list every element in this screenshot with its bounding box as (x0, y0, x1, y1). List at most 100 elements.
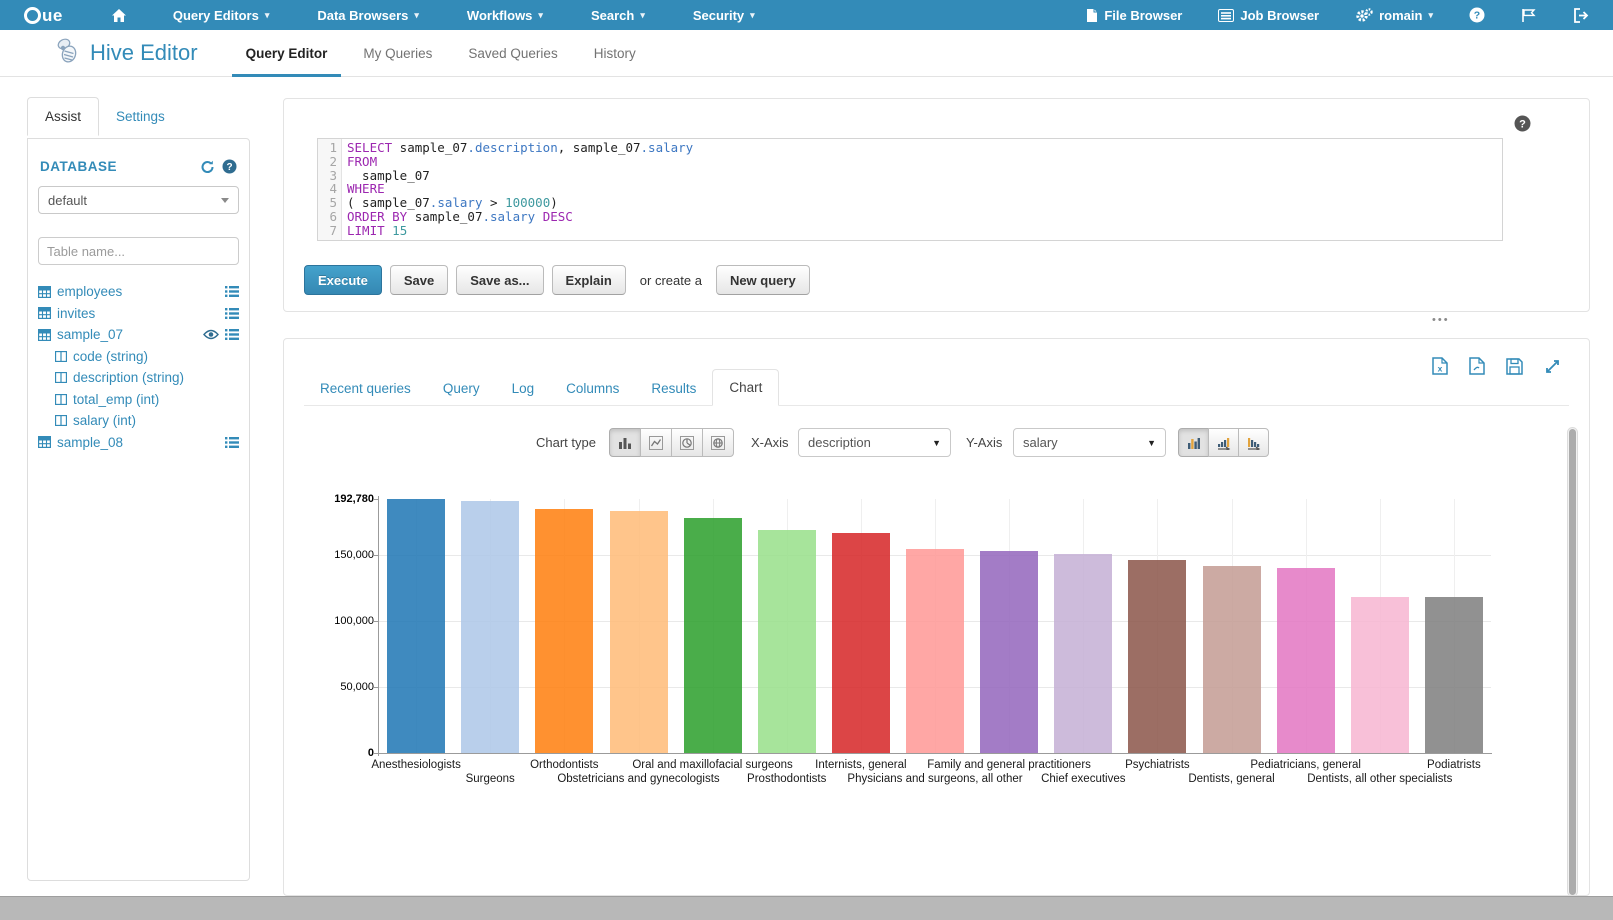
editor-code[interactable]: SELECT sample_07.description, sample_07.… (342, 139, 693, 240)
file-browser-button[interactable]: File Browser (1068, 8, 1200, 23)
app-header: Hive Editor Query Editor My Queries Saved … (0, 30, 1613, 77)
nav-menu-workflows[interactable]: Workflows ▾ (443, 0, 567, 30)
chart-scrollbar-thumb[interactable] (1569, 429, 1576, 895)
table-item-employees[interactable]: employees (38, 281, 239, 303)
editor-help-icon[interactable]: ? (1514, 115, 1531, 137)
bar-chief-executives[interactable] (1054, 553, 1113, 753)
tab-query-editor[interactable]: Query Editor (228, 30, 346, 77)
bar-podiatrists[interactable] (1424, 597, 1483, 753)
file-icon (1086, 8, 1098, 23)
nav-menu-security[interactable]: Security ▾ (669, 0, 779, 30)
bar-prosthodontists[interactable] (757, 529, 816, 753)
bar-oral-and-maxillofacial-surgeons[interactable] (683, 517, 742, 753)
user-name: romain (1379, 7, 1423, 23)
table-item-sample-07[interactable]: sample_07 (38, 324, 239, 346)
nav-menu-query-editors[interactable]: Query Editors ▾ (149, 0, 294, 30)
feedback-button[interactable] (1503, 8, 1555, 23)
bar-obstetricians-and-gynecologists[interactable] (609, 511, 668, 753)
hive-editor-title[interactable]: Hive Editor (55, 37, 198, 69)
job-browser-button[interactable]: Job Browser (1200, 8, 1337, 23)
help-button[interactable]: ? (1451, 7, 1503, 23)
table-icon (38, 285, 51, 298)
y-axis-select[interactable]: salary ▼ (1013, 428, 1166, 457)
refresh-icon[interactable] (200, 160, 215, 174)
home-button[interactable] (89, 8, 149, 23)
bar-psychiatrists[interactable] (1128, 560, 1187, 753)
chart-type-pie-button[interactable] (671, 428, 703, 457)
results-tab-query[interactable]: Query (442, 381, 480, 396)
column-item-code[interactable]: code (string) (38, 346, 239, 368)
column-item-salary[interactable]: salary (int) (38, 410, 239, 432)
chart-type-bars-button[interactable] (609, 428, 641, 457)
bottom-scroll-strip[interactable] (0, 896, 1613, 920)
results-tab-results[interactable]: Results (651, 381, 697, 396)
tab-my-queries[interactable]: My Queries (363, 45, 433, 61)
column-item-total-emp[interactable]: total_emp (int) (38, 389, 239, 411)
execute-button[interactable]: Execute (304, 265, 382, 295)
explain-button[interactable]: Explain (551, 265, 626, 295)
column-item-description[interactable]: description (string) (38, 367, 239, 389)
hue-logo-text: ue (42, 5, 63, 25)
line-number: 1 (329, 140, 337, 155)
sql-token: ORDER BY (347, 208, 408, 224)
table-columns-icon[interactable] (225, 329, 239, 341)
nav-menu-data-browsers[interactable]: Data Browsers ▾ (293, 0, 443, 30)
table-columns-icon[interactable] (225, 307, 239, 319)
bar-physicians-and-surgeons-all-other[interactable] (906, 548, 964, 753)
bar-dentists-general[interactable] (1202, 565, 1261, 753)
sort-none-button[interactable] (1178, 428, 1209, 457)
database-help-icon[interactable]: ? (222, 159, 237, 174)
bar-internists-general[interactable] (831, 532, 890, 753)
bar-surgeons[interactable] (461, 500, 520, 753)
save-as-button[interactable]: Save as... (456, 265, 544, 295)
table-name: sample_07 (57, 327, 124, 343)
user-menu[interactable]: romain ▾ (1337, 8, 1451, 23)
nav-menu-search[interactable]: Search ▾ (567, 0, 669, 30)
bar-dentists-all-other-specialists[interactable] (1350, 596, 1409, 753)
logout-button[interactable] (1555, 7, 1613, 23)
x-category-label: Chief executives (1041, 772, 1126, 785)
database-select[interactable]: default (38, 186, 239, 214)
bar-orthodontists[interactable] (535, 508, 594, 753)
tab-saved-queries[interactable]: Saved Queries (468, 45, 558, 61)
results-export-icons: x (1432, 357, 1561, 375)
table-columns-icon[interactable] (225, 286, 239, 298)
tab-assist[interactable]: Assist (27, 97, 100, 136)
table-filter-input[interactable] (38, 237, 239, 265)
chart-type-line-button[interactable] (640, 428, 672, 457)
results-tab-chart[interactable]: Chart (712, 369, 780, 406)
y-tick-label: 0 (367, 747, 374, 759)
x-axis-select-value: description (808, 435, 871, 450)
download-csv-icon[interactable] (1469, 357, 1485, 375)
chart-scrollbar[interactable] (1567, 427, 1578, 895)
results-tab-columns[interactable]: Columns (566, 381, 620, 396)
tab-history[interactable]: History (593, 45, 636, 61)
tab-settings[interactable]: Settings (116, 109, 165, 124)
results-tab-recent-queries[interactable]: Recent queries (320, 381, 411, 396)
column-icon (55, 372, 67, 384)
hue-logo[interactable]: ue (24, 5, 63, 25)
sort-asc-button[interactable] (1208, 428, 1239, 457)
x-category-label: Physicians and surgeons, all other (847, 772, 1023, 785)
column-label: salary (int) (73, 413, 137, 429)
chart-type-map-button[interactable] (702, 428, 734, 457)
new-query-button[interactable]: New query (715, 265, 810, 295)
bar-family-and-general-practitioners[interactable] (980, 550, 1039, 753)
y-tick-label: 100,000 (334, 615, 374, 628)
table-item-sample-08[interactable]: sample_08 (38, 432, 239, 454)
y-tick-label: 192,780 (334, 493, 374, 505)
bar-pediatricians-general[interactable] (1276, 567, 1335, 753)
resize-grip[interactable]: ••• (1432, 314, 1450, 326)
results-tab-log[interactable]: Log (511, 381, 535, 396)
eye-icon[interactable] (203, 329, 219, 340)
table-item-invites[interactable]: invites (38, 303, 239, 325)
save-button[interactable]: Save (389, 265, 449, 295)
sort-desc-button[interactable] (1238, 428, 1269, 457)
x-axis-select[interactable]: description ▼ (798, 428, 951, 457)
save-results-icon[interactable] (1506, 357, 1523, 375)
table-columns-icon[interactable] (225, 436, 239, 448)
bar-anesthesiologists[interactable] (387, 499, 446, 753)
expand-results-icon[interactable] (1544, 358, 1561, 375)
download-xls-icon[interactable]: x (1432, 357, 1448, 375)
